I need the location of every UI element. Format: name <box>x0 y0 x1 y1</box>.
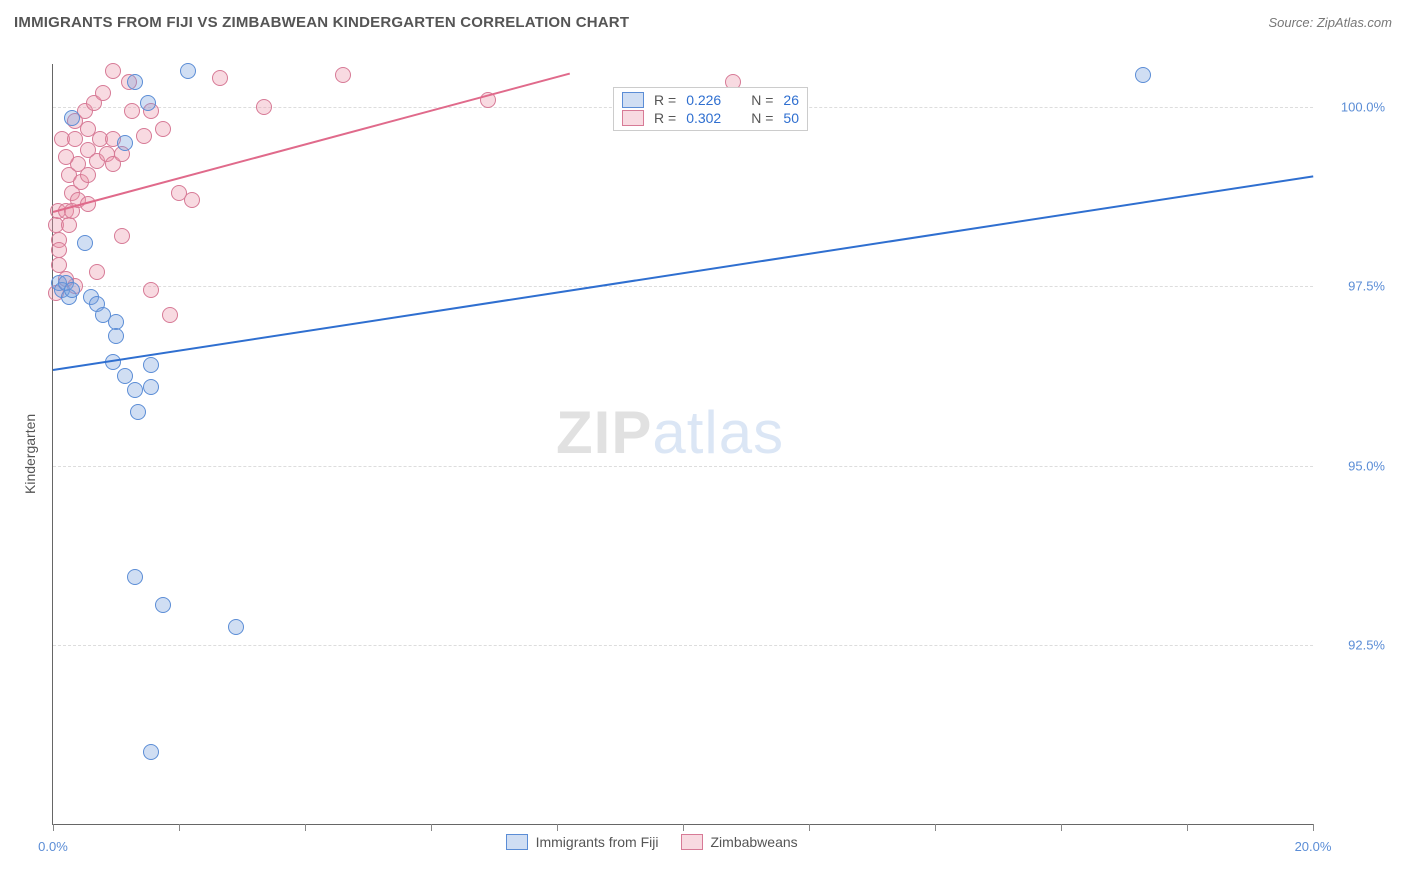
x-tick-label: 20.0% <box>1295 839 1332 854</box>
source-prefix: Source: <box>1268 15 1316 30</box>
fiji-point <box>117 135 133 151</box>
x-tick <box>1187 824 1188 831</box>
gridline <box>53 286 1313 287</box>
source-name: ZipAtlas.com <box>1317 15 1392 30</box>
zim-point <box>143 282 159 298</box>
legend-swatch <box>622 110 644 126</box>
legend-swatch <box>622 92 644 108</box>
fiji-point <box>77 235 93 251</box>
fiji-trendline <box>53 175 1313 371</box>
legend-row-zim: R = 0.302 N = 50 <box>622 110 799 126</box>
chart-title: IMMIGRANTS FROM FIJI VS ZIMBABWEAN KINDE… <box>14 14 629 31</box>
series-legend-item-fiji: Immigrants from Fiji <box>506 834 659 850</box>
legend-swatch <box>681 834 703 850</box>
fiji-point <box>64 282 80 298</box>
legend-swatch <box>506 834 528 850</box>
plot-area: 92.5%95.0%97.5%100.0%0.0%20.0%R =0.226N … <box>52 64 1313 825</box>
y-axis-label: Kindergarten <box>22 414 38 494</box>
fiji-point <box>228 619 244 635</box>
correlation-legend: R = 0.226 N = 26 R = 0.302 N = 50 <box>613 87 808 131</box>
x-tick-label: 0.0% <box>38 839 68 854</box>
x-tick <box>683 824 684 831</box>
zim-point <box>136 128 152 144</box>
zim-point <box>95 85 111 101</box>
chart-header: IMMIGRANTS FROM FIJI VS ZIMBABWEAN KINDE… <box>0 0 1406 44</box>
zim-point <box>80 167 96 183</box>
fiji-point <box>64 110 80 126</box>
fiji-point <box>127 74 143 90</box>
zim-point <box>162 307 178 323</box>
zim-point <box>335 67 351 83</box>
gridline <box>53 645 1313 646</box>
zim-point <box>114 228 130 244</box>
legend-n-label: N = <box>751 92 773 108</box>
zim-point <box>212 70 228 86</box>
zim-point <box>184 192 200 208</box>
y-tick-label: 92.5% <box>1323 637 1385 652</box>
fiji-point <box>155 597 171 613</box>
fiji-point <box>130 404 146 420</box>
zim-point <box>89 264 105 280</box>
x-tick <box>305 824 306 831</box>
scatter-chart: 92.5% 95.0% 97.5% 100.0% 0.0% 20.0% R = 0.226 N … <box>0 44 1406 892</box>
zim-point <box>256 99 272 115</box>
x-tick <box>1061 824 1062 831</box>
x-tick <box>53 824 54 831</box>
fiji-point <box>143 379 159 395</box>
legend-r-value: 0.302 <box>686 110 721 126</box>
x-tick <box>431 824 432 831</box>
fiji-point <box>143 357 159 373</box>
legend-r-label: R = <box>654 110 676 126</box>
y-tick-label: 100.0% <box>1323 100 1385 115</box>
series-name: Immigrants from Fiji <box>536 834 659 850</box>
x-tick <box>809 824 810 831</box>
zim-point <box>58 149 74 165</box>
fiji-point <box>180 63 196 79</box>
legend-r-value: 0.226 <box>686 92 721 108</box>
series-legend: Immigrants from Fiji Zimbabweans <box>506 834 798 850</box>
zim-point <box>105 63 121 79</box>
legend-row-fiji: R = 0.226 N = 26 <box>622 92 799 108</box>
zim-point <box>124 103 140 119</box>
series-name: Zimbabweans <box>711 834 798 850</box>
legend-r-label: R = <box>654 92 676 108</box>
x-tick <box>179 824 180 831</box>
gridline <box>53 466 1313 467</box>
series-legend-item-zim: Zimbabweans <box>681 834 798 850</box>
fiji-point <box>127 569 143 585</box>
y-tick-label: 97.5% <box>1323 279 1385 294</box>
fiji-point <box>140 95 156 111</box>
fiji-point <box>143 744 159 760</box>
legend-n-value: 50 <box>783 110 799 126</box>
y-tick-label: 95.0% <box>1323 458 1385 473</box>
fiji-point <box>108 328 124 344</box>
source-attribution: Source: ZipAtlas.com <box>1268 15 1392 30</box>
x-tick <box>1313 824 1314 831</box>
x-tick <box>935 824 936 831</box>
fiji-point <box>1135 67 1151 83</box>
zim-point <box>61 217 77 233</box>
legend-n-label: N = <box>751 110 773 126</box>
legend-n-value: 26 <box>783 92 799 108</box>
fiji-point <box>127 382 143 398</box>
fiji-point <box>117 368 133 384</box>
zim-point <box>155 121 171 137</box>
x-tick <box>557 824 558 831</box>
